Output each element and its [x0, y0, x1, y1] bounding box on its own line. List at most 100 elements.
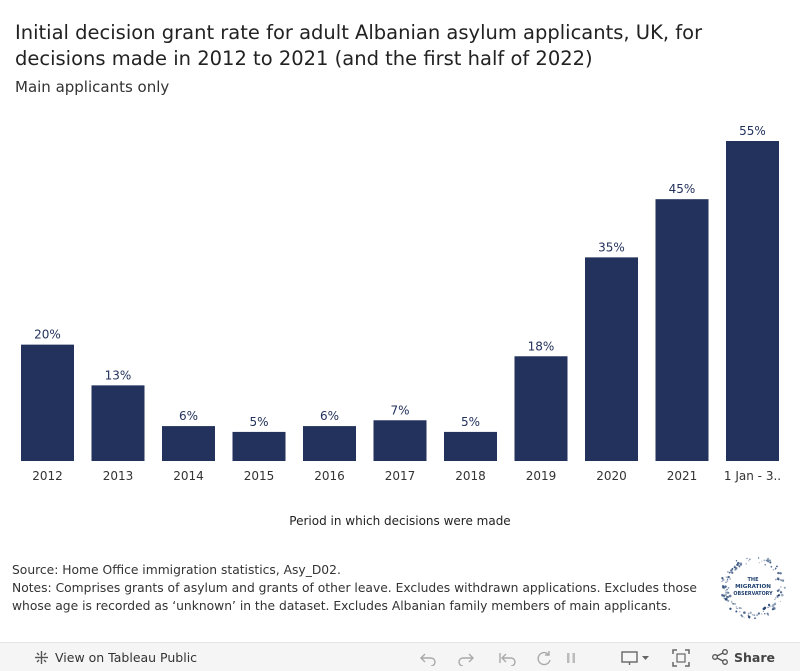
download-button[interactable]	[620, 648, 652, 668]
x-tick-label-1: 2013	[103, 469, 134, 483]
logo-dot	[778, 588, 780, 590]
refresh-button[interactable]	[534, 648, 554, 668]
logo-dot	[735, 606, 738, 608]
x-tick-label-6: 2018	[455, 469, 486, 483]
logo-dot	[723, 595, 726, 597]
logo-dot	[776, 565, 778, 568]
logo-dot	[739, 611, 741, 613]
logo-dot	[763, 606, 767, 610]
logo-dot	[724, 585, 727, 588]
undo-button[interactable]	[418, 648, 438, 668]
value-label-6: 5%	[461, 415, 480, 429]
share-button[interactable]: Share	[712, 649, 775, 665]
logo-dot	[731, 567, 734, 570]
logo-dot	[724, 593, 727, 597]
logo-dot	[763, 559, 766, 562]
logo-dot	[773, 603, 776, 606]
logo-dot	[732, 603, 734, 605]
logo-dot	[769, 559, 771, 562]
fullscreen-button[interactable]	[670, 648, 692, 668]
logo-dot	[779, 591, 783, 594]
logo-dot	[738, 606, 741, 610]
bar-6[interactable]	[444, 431, 497, 461]
logo-dot	[738, 564, 741, 567]
logo-dot	[721, 578, 725, 582]
logo-dot	[773, 602, 777, 605]
value-label-8: 35%	[598, 240, 625, 254]
logo-dot	[730, 569, 733, 572]
bar-1[interactable]	[91, 385, 145, 461]
logo-dot	[764, 563, 767, 566]
logo-dot	[749, 611, 752, 614]
x-tick-label-3: 2015	[244, 469, 275, 483]
logo-dot	[721, 593, 724, 597]
logo-dot	[721, 580, 723, 583]
chart-title: Initial decision grant rate for adult Al…	[15, 21, 703, 70]
migration-observatory-logo: THE MIGRATION OBSERVATORY	[721, 557, 786, 620]
logo-dot	[746, 557, 748, 560]
bar-5[interactable]	[373, 420, 427, 461]
logo-dot	[738, 566, 740, 568]
logo-dot	[776, 577, 780, 581]
logo-dot	[725, 576, 727, 578]
view-on-tableau-link[interactable]: View on Tableau Public	[34, 650, 197, 665]
logo-dot	[757, 612, 761, 615]
logo-dot	[764, 613, 766, 615]
logo-dot	[779, 572, 782, 575]
logo-dot	[743, 611, 746, 614]
logo-dot	[727, 587, 730, 589]
logo-dot	[738, 565, 741, 568]
logo-dot	[780, 593, 784, 597]
bar-7[interactable]	[514, 356, 568, 461]
logo-dot	[772, 569, 775, 571]
pause-button[interactable]	[564, 648, 578, 668]
logo-dot	[726, 591, 729, 594]
logo-dot	[731, 571, 734, 574]
logo-dot	[748, 560, 750, 562]
x-tick-label-8: 2020	[596, 469, 627, 483]
logo-dot	[776, 589, 780, 592]
logo-dot	[725, 581, 727, 583]
x-tick-label-5: 2017	[385, 469, 416, 483]
logo-dot	[762, 610, 764, 612]
logo-dot	[726, 596, 729, 599]
logo-dot	[725, 590, 727, 592]
logo-dot	[783, 586, 786, 589]
bar-4[interactable]	[303, 426, 356, 461]
bar-9[interactable]	[655, 199, 709, 461]
source-text: Source: Home Office immigration statisti…	[12, 563, 341, 577]
logo-dot	[740, 614, 743, 617]
logo-dot	[767, 603, 771, 607]
redo-button[interactable]	[456, 648, 476, 668]
revert-icon	[499, 653, 516, 666]
logo-dot	[725, 591, 727, 594]
logo-line-2: MIGRATION	[735, 584, 771, 590]
revert-button[interactable]	[497, 648, 519, 668]
logo-dot	[749, 617, 751, 619]
logo-dot	[757, 557, 760, 559]
logo-dot	[721, 585, 724, 588]
logo-dot	[772, 603, 774, 605]
tableau-icon	[35, 651, 48, 664]
bar-2[interactable]	[162, 426, 215, 461]
logo-dot	[749, 558, 751, 560]
logo-dot	[747, 612, 750, 615]
logo-dot	[770, 565, 773, 568]
x-tick-label-9: 2021	[667, 469, 698, 483]
logo-dot	[731, 602, 733, 604]
logo-dot	[760, 613, 763, 615]
bar-0[interactable]	[21, 344, 74, 461]
bar-8[interactable]	[585, 257, 638, 461]
value-label-7: 18%	[528, 339, 555, 353]
logo-dot	[767, 560, 770, 563]
logo-dot	[743, 617, 745, 619]
logo-dot	[735, 560, 738, 562]
logo-dot	[724, 597, 728, 601]
bar-3[interactable]	[232, 431, 286, 461]
logo-dot	[751, 614, 753, 616]
bar-10[interactable]	[726, 141, 779, 461]
logo-dot	[781, 579, 785, 582]
logo-dot	[736, 563, 739, 566]
logo-dot	[726, 570, 729, 573]
logo-dot	[782, 580, 785, 582]
